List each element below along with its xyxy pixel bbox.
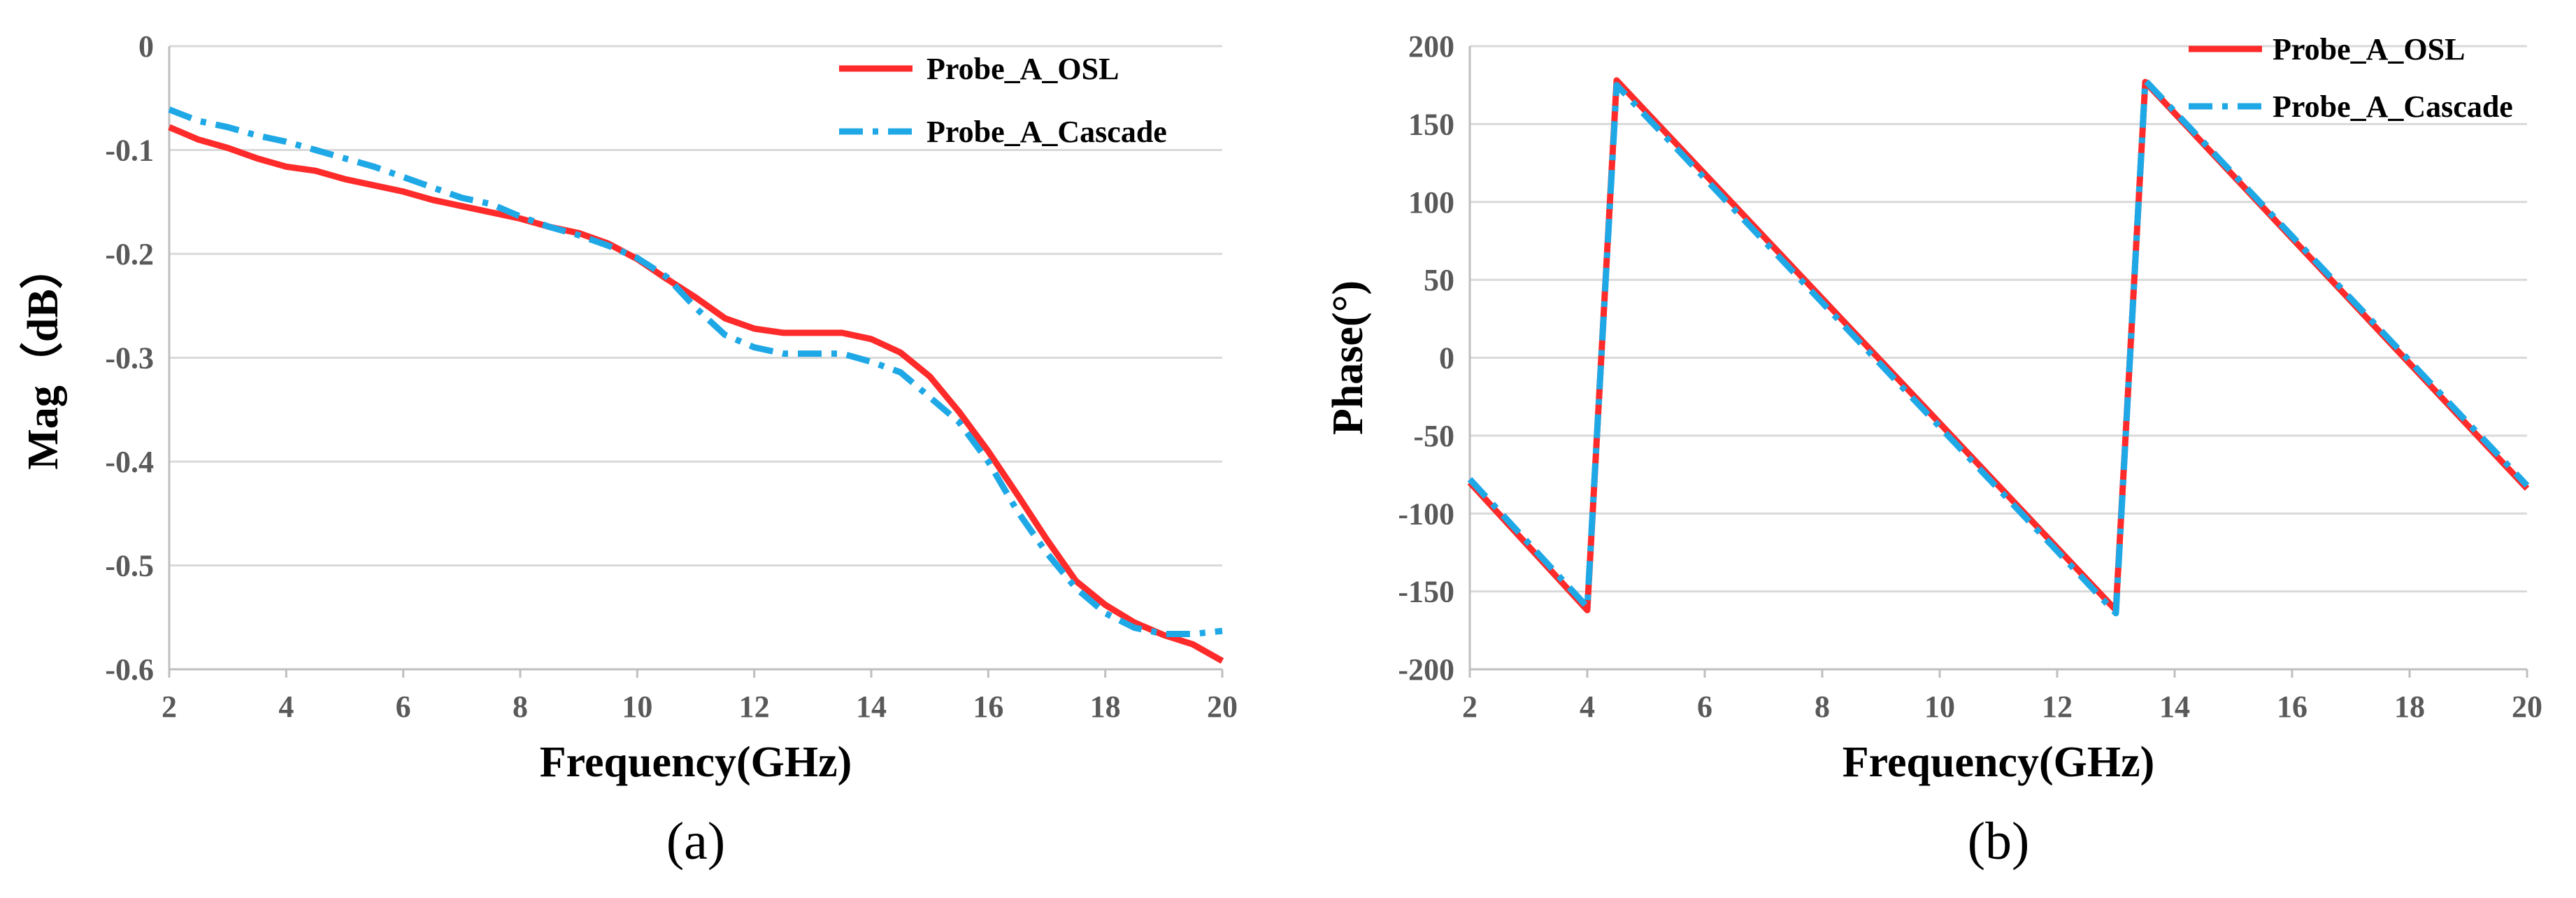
x-tick-label: 8 bbox=[513, 690, 528, 724]
y-tick-label: -0.4 bbox=[105, 445, 154, 479]
panel-a: 0 -0.1 -0.2 -0.3 -0.4 -0.5 -0.62 4 6 8 10 12 14 16 18 2… bbox=[18, 29, 1238, 871]
y-tick-label: -0.5 bbox=[105, 549, 154, 583]
y-tick-label: -0.6 bbox=[105, 653, 154, 687]
x-tick-label: 16 bbox=[2277, 690, 2307, 724]
y-tick-label: -0.2 bbox=[105, 237, 154, 271]
y-tick-label: 0 bbox=[138, 29, 154, 64]
series-line-Probe_A_Cascade bbox=[168, 106, 1223, 637]
panel-label: (a) bbox=[666, 812, 725, 871]
x-tick-label: 12 bbox=[2042, 690, 2073, 724]
legend-entry: Probe_A_Cascade bbox=[926, 115, 1167, 149]
x-tick-label: 6 bbox=[396, 690, 411, 724]
x-tick-label: 18 bbox=[1090, 690, 1121, 724]
x-tick-label: 10 bbox=[1924, 690, 1955, 724]
x-tick-label: 2 bbox=[1462, 690, 1477, 724]
y-tick-label: -100 bbox=[1398, 497, 1454, 531]
y-tick-label: -200 bbox=[1398, 653, 1454, 687]
x-tick-label: 14 bbox=[856, 690, 887, 724]
x-tick-label: 20 bbox=[2512, 690, 2542, 724]
x-tick-label: 14 bbox=[2159, 690, 2190, 724]
y-tick-label: -150 bbox=[1398, 575, 1454, 609]
y-tick-label: 100 bbox=[1408, 185, 1454, 220]
x-tick-label: 20 bbox=[1207, 690, 1238, 724]
legend-entry: Probe_A_OSL bbox=[2273, 32, 2465, 66]
y-axis-title: Mag（dB） bbox=[18, 245, 67, 469]
y-axis-title: Phase(°) bbox=[1324, 280, 1372, 435]
y-tick-label: -0.3 bbox=[105, 341, 154, 376]
y-tick-label: 50 bbox=[1424, 263, 1454, 297]
x-tick-label: 6 bbox=[1697, 690, 1712, 724]
y-tick-label: -0.1 bbox=[105, 134, 154, 168]
series-line-Probe_A_OSL bbox=[168, 124, 1224, 664]
x-axis-title: Frequency(GHz) bbox=[1842, 739, 2155, 786]
x-tick-label: 4 bbox=[278, 690, 294, 724]
x-tick-label: 4 bbox=[1580, 690, 1595, 724]
legend-entry: Probe_A_Cascade bbox=[2273, 90, 2513, 124]
series-line-Probe_A_Cascade bbox=[1467, 77, 2530, 617]
x-tick-label: 16 bbox=[973, 690, 1003, 724]
x-tick-label: 2 bbox=[162, 690, 177, 724]
x-tick-label: 12 bbox=[739, 690, 770, 724]
y-tick-label: 200 bbox=[1408, 29, 1454, 64]
y-tick-label: 0 bbox=[1439, 341, 1454, 376]
y-tick-label: 150 bbox=[1408, 107, 1454, 141]
panel-label: (b) bbox=[1968, 812, 2030, 871]
series-line-Probe_A_OSL bbox=[1467, 77, 2530, 613]
x-axis-title: Frequency(GHz) bbox=[540, 739, 852, 786]
y-tick-label: -50 bbox=[1413, 419, 1454, 453]
x-tick-label: 8 bbox=[1815, 690, 1830, 724]
legend-entry: Probe_A_OSL bbox=[926, 52, 1119, 86]
x-tick-label: 10 bbox=[622, 690, 652, 724]
x-tick-label: 18 bbox=[2394, 690, 2425, 724]
